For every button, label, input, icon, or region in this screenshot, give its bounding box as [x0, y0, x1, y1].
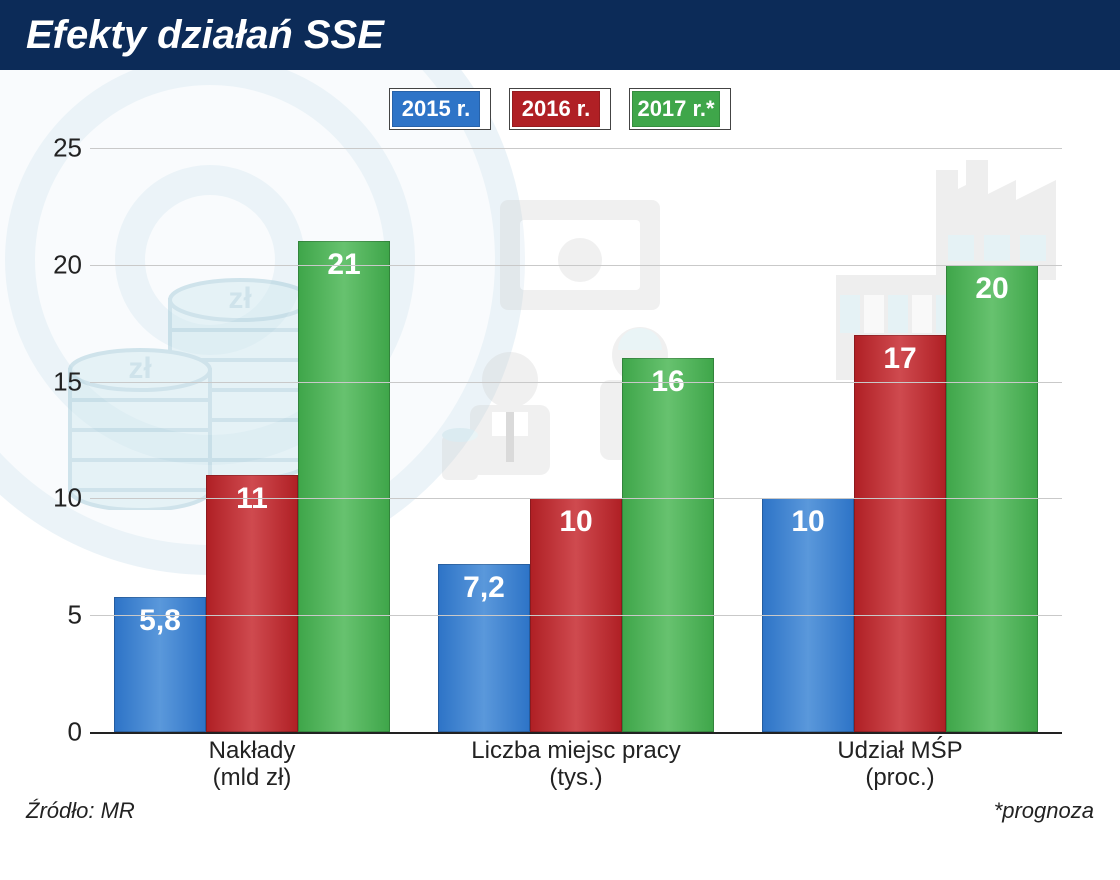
y-tick-label: 5 [38, 600, 82, 631]
footer: Źródło: MR *prognoza [0, 798, 1120, 824]
grid-line [90, 382, 1062, 383]
legend-item: 2017 r.* [629, 88, 731, 130]
x-label-line1: Liczba miejsc pracy [414, 737, 738, 765]
x-axis-labels: Nakłady(mld zł)Liczba miejsc pracy(tys.)… [90, 737, 1062, 792]
legend-item: 2015 r. [389, 88, 491, 130]
y-tick-label: 25 [38, 133, 82, 164]
bar-group: 5,81121 [90, 148, 414, 732]
bar-value-label: 5,8 [115, 604, 205, 638]
footnote-text: *prognoza [994, 798, 1094, 824]
bar-group: 10 17 20 [738, 148, 1062, 732]
y-tick-label: 0 [38, 717, 82, 748]
bar-value-label: 17 [855, 342, 945, 376]
x-tick-label: Udział MŚP(proc.) [738, 737, 1062, 792]
bar-group: 7,21016 [414, 148, 738, 732]
x-tick-label: Nakłady(mld zł) [90, 737, 414, 792]
chart-title-bar: Efekty działań SSE [0, 0, 1120, 70]
y-tick-label: 15 [38, 366, 82, 397]
x-tick-label: Liczba miejsc pracy(tys.) [414, 737, 738, 792]
legend: 2015 r. 2016 r. 2017 r.* [0, 88, 1120, 130]
bar: 21 [298, 241, 390, 732]
x-label-line2: (proc.) [738, 764, 1062, 792]
bar-value-label: 20 [947, 272, 1037, 306]
bar-value-label: 7,2 [439, 571, 529, 605]
y-tick-label: 10 [38, 483, 82, 514]
grid-line [90, 265, 1062, 266]
y-tick-label: 20 [38, 249, 82, 280]
bar: 17 [854, 335, 946, 732]
grid-line [90, 148, 1062, 149]
chart: 5,811217,21016101720 0510152025 Nakłady(… [30, 148, 1090, 788]
x-label-line1: Nakłady [90, 737, 414, 765]
plot-area: 5,811217,21016101720 0510152025 [90, 148, 1062, 734]
bar: 11 [206, 475, 298, 732]
bar-value-label: 10 [531, 505, 621, 539]
legend-swatch: 2015 r. [392, 91, 480, 127]
source-text: Źródło: MR [26, 798, 135, 824]
x-label-line2: (mld zł) [90, 764, 414, 792]
bar: 16 [622, 358, 714, 732]
legend-swatch: 2017 r.* [632, 91, 720, 127]
chart-title: Efekty działań SSE [26, 13, 384, 58]
bar: 5,8 [114, 597, 206, 732]
legend-swatch: 2016 r. [512, 91, 600, 127]
legend-item: 2016 r. [509, 88, 611, 130]
x-label-line1: Udział MŚP [738, 737, 1062, 765]
x-label-line2: (tys.) [414, 764, 738, 792]
bar: 7,2 [438, 564, 530, 732]
grid-line [90, 498, 1062, 499]
bar-groups: 5,811217,21016101720 [90, 148, 1062, 732]
grid-line [90, 615, 1062, 616]
bar-value-label: 10 [763, 505, 853, 539]
